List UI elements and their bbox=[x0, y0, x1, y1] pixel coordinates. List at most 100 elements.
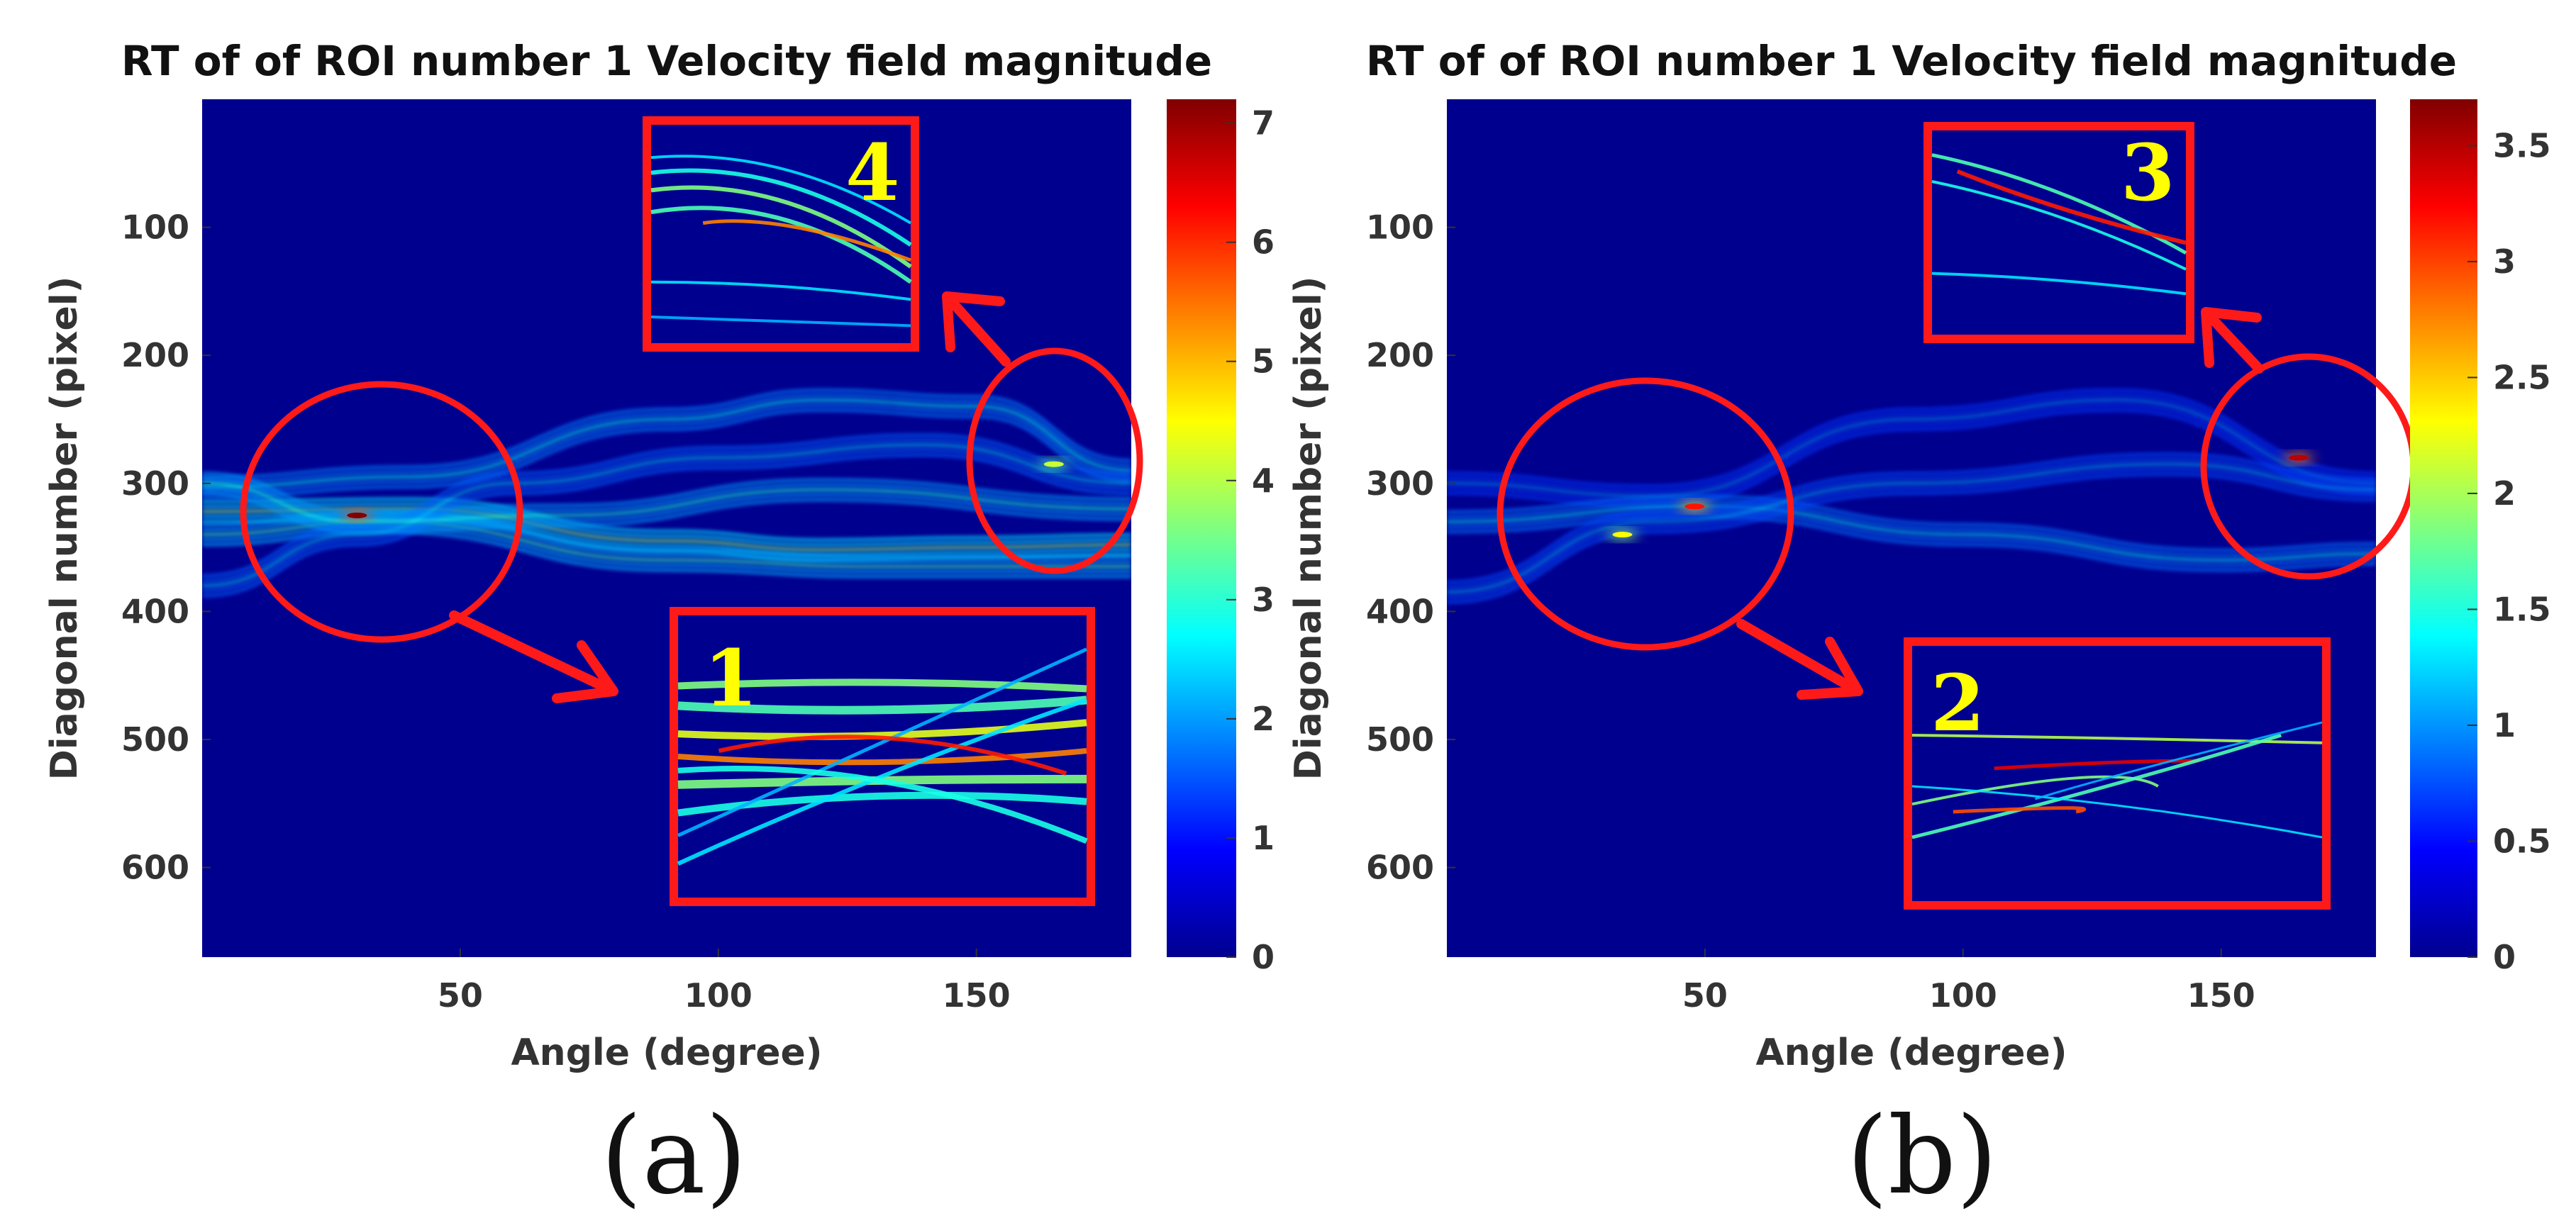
inset-line bbox=[1994, 759, 2199, 771]
y-tick-label: 300 bbox=[121, 464, 189, 503]
y-axis-label-b: Diagonal number (pixel) bbox=[1287, 277, 1330, 781]
inset-line bbox=[2034, 721, 2323, 800]
colorbar-tick-label: 2 bbox=[1252, 700, 1275, 738]
inset-number-4: 4 bbox=[845, 127, 900, 218]
inset-line bbox=[1911, 775, 2159, 806]
curve-line-c-strand bbox=[1447, 467, 2376, 599]
curve-band-lower-strand bbox=[202, 510, 1131, 559]
y-tick-label: 500 bbox=[1366, 720, 1434, 759]
curve-line-a-strand bbox=[1447, 403, 2376, 503]
curve-line-c-strand bbox=[1447, 457, 2376, 589]
inset-2: 2 bbox=[1904, 637, 2331, 910]
inset-1-lines bbox=[677, 647, 1088, 866]
inset-number-3: 3 bbox=[2121, 127, 2175, 218]
colorbar-tick-label: 2.5 bbox=[2493, 358, 2551, 396]
panel-label-a: (a) bbox=[601, 1095, 747, 1218]
curve-band-lower-strand bbox=[202, 525, 1131, 574]
curve-band-lower-strand bbox=[202, 515, 1131, 564]
inset-line bbox=[650, 168, 912, 247]
curve-band-falling-strand bbox=[202, 476, 1131, 518]
inset-line bbox=[1931, 180, 2187, 271]
hotspot bbox=[347, 512, 367, 518]
y-axis-label-a: Diagonal number (pixel) bbox=[43, 277, 86, 781]
colorbar-tick-label: 1 bbox=[1252, 819, 1275, 857]
hotspots-b bbox=[1606, 453, 2314, 540]
curve-band-falling-strand bbox=[202, 471, 1131, 513]
inset-line bbox=[677, 766, 1088, 844]
x-tick-label: 50 bbox=[438, 976, 483, 1015]
y-tick-label: 300 bbox=[1366, 464, 1434, 503]
x-axis-label-b: Angle (degree) bbox=[1755, 1032, 2067, 1074]
arrow-to-inset-3 bbox=[2201, 307, 2264, 374]
colorbar-tick-label: 5 bbox=[1252, 342, 1275, 381]
colorbar-b bbox=[2410, 99, 2477, 957]
inset-line bbox=[677, 748, 1087, 766]
panel-b: RT of of ROI number 1 Velocity field mag… bbox=[1287, 37, 2551, 1218]
colorbar-tick-label: 7 bbox=[1252, 104, 1275, 143]
inset-line bbox=[650, 206, 912, 284]
curve-line-a-strand bbox=[1447, 398, 2376, 498]
inset-line bbox=[1953, 806, 2087, 814]
curve-band-main-strand bbox=[202, 502, 1131, 547]
colorbar-tick-label: 6 bbox=[1252, 223, 1275, 262]
inset-line bbox=[677, 696, 1087, 715]
colorbar-ticks-a: 0 1 2 3 4 5 6 7 bbox=[1226, 104, 1275, 976]
curve-line-c-strand bbox=[1447, 452, 2376, 584]
curve-band-falling-strand bbox=[202, 481, 1131, 523]
arrow-to-inset-1 bbox=[449, 610, 618, 703]
curve-band-lower-strand bbox=[202, 520, 1131, 569]
chart-title-a: RT of of ROI number 1 Velocity field mag… bbox=[121, 37, 1212, 85]
roi-circle-4 bbox=[966, 347, 1143, 574]
curve-band-falling-strand bbox=[202, 491, 1131, 533]
panel-a: RT of of ROI number 1 Velocity field mag… bbox=[43, 37, 1275, 1218]
annotations-a: 1 4 bbox=[240, 116, 1143, 906]
arrow-to-inset-4 bbox=[942, 291, 1011, 367]
inset-line bbox=[1911, 733, 2282, 839]
annotations-b: 2 3 bbox=[1497, 122, 2417, 910]
colorbar-tick-label: 0.5 bbox=[2493, 822, 2551, 860]
inset-4-lines bbox=[650, 155, 912, 328]
hotspots-a bbox=[341, 459, 1070, 520]
y-tick-label: 500 bbox=[121, 720, 189, 759]
arrow-to-inset-2 bbox=[1736, 619, 1863, 700]
roi-circle-1 bbox=[240, 381, 523, 643]
colorbar-tick-label: 3 bbox=[1252, 581, 1275, 619]
y-tick-label: 200 bbox=[1366, 336, 1434, 374]
colorbar-tick-label: 3.5 bbox=[2493, 126, 2551, 164]
curve-band-upper-strand bbox=[202, 408, 1131, 499]
curve-line-b-strand bbox=[1447, 510, 2376, 567]
x-tick-label: 150 bbox=[943, 976, 1011, 1015]
inset-line bbox=[650, 315, 911, 328]
roi-circle-2 bbox=[1497, 377, 1794, 651]
x-tick-label: 50 bbox=[1682, 976, 1728, 1015]
hotspot bbox=[2288, 454, 2309, 461]
inset-line bbox=[677, 647, 1088, 837]
inset-line bbox=[1956, 169, 2187, 245]
colorbar-tick-label: 3 bbox=[2493, 242, 2516, 281]
inset-line bbox=[677, 698, 1087, 866]
colorbar-tick-label: 1 bbox=[2493, 706, 2516, 744]
curve-line-c-strand bbox=[1447, 462, 2376, 594]
colorbar-tick-label: 1.5 bbox=[2493, 590, 2551, 628]
inset-line bbox=[677, 791, 1087, 817]
curve-band-upper-strand bbox=[202, 398, 1131, 489]
curve-line-a-strand bbox=[1447, 393, 2376, 493]
y-tick-label: 400 bbox=[121, 592, 189, 630]
hotspot bbox=[1612, 532, 1633, 538]
inset-line bbox=[650, 155, 912, 225]
x-tick-label: 150 bbox=[2187, 976, 2255, 1015]
colorbar-tick-label: 4 bbox=[1252, 462, 1275, 500]
y-tick-label: 100 bbox=[121, 208, 189, 247]
inset-number-1: 1 bbox=[704, 632, 758, 724]
curve-line-b-strand bbox=[1447, 515, 2376, 572]
curve-band-upper-strand bbox=[202, 403, 1131, 494]
inset-line bbox=[1911, 785, 2323, 839]
x-axis-label-a: Angle (degree) bbox=[511, 1032, 822, 1074]
inset-line bbox=[718, 735, 1067, 776]
inset-1: 1 bbox=[670, 607, 1095, 906]
inset-line bbox=[677, 719, 1087, 740]
y-tick-label: 400 bbox=[1366, 592, 1434, 630]
curves-b bbox=[1447, 389, 2376, 604]
inset-3-lines bbox=[1931, 153, 2187, 296]
